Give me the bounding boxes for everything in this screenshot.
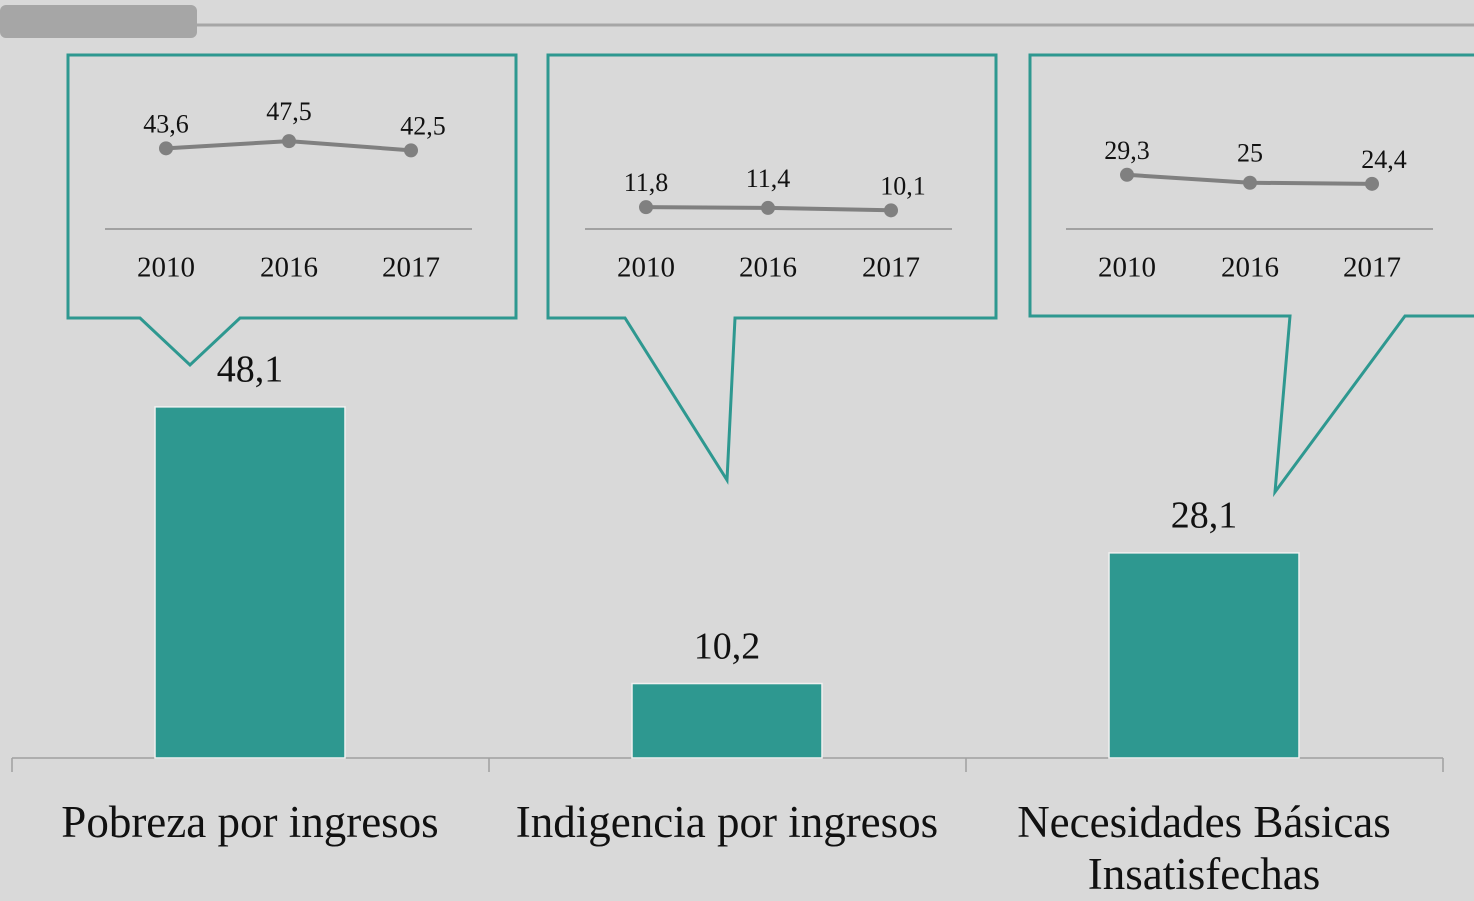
callout <box>66 53 518 368</box>
point <box>1243 175 1257 190</box>
point <box>404 143 418 158</box>
data-label: 24,4 <box>1361 145 1407 174</box>
category-label: Pobreza por ingresos <box>61 797 439 847</box>
x-tick-label: 2010 <box>617 252 675 284</box>
data-label: 11,4 <box>746 164 791 193</box>
point <box>1365 176 1379 191</box>
callout <box>1028 53 1474 498</box>
bar <box>631 682 823 759</box>
category-label: Indigencia por ingresos <box>515 797 939 847</box>
x-tick-label: 2016 <box>739 252 797 284</box>
point <box>1120 167 1134 182</box>
bar <box>1108 552 1300 759</box>
x-tick-label: 2016 <box>260 252 318 284</box>
data-label: 43,6 <box>143 109 189 138</box>
data-label: 47,5 <box>266 97 312 126</box>
data-label: 11,8 <box>624 168 669 197</box>
point <box>159 141 173 156</box>
x-tick-label: 2010 <box>137 252 195 284</box>
point <box>884 203 898 218</box>
callout <box>546 53 998 485</box>
bar <box>154 406 346 759</box>
point <box>282 134 296 149</box>
point <box>761 200 775 215</box>
data-label: 42,5 <box>400 111 446 140</box>
header-tab <box>0 5 197 38</box>
data-label: 29,3 <box>1104 136 1150 165</box>
x-tick-label: 2017 <box>1343 252 1401 284</box>
x-tick-label: 2017 <box>862 252 920 284</box>
point <box>639 200 653 215</box>
x-tick-label: 2016 <box>1221 252 1279 284</box>
x-tick-label: 2010 <box>1098 252 1156 284</box>
data-label: 10,1 <box>880 171 926 200</box>
data-label: 25 <box>1237 139 1263 168</box>
data-label: 10,2 <box>694 625 761 667</box>
data-label: 28,1 <box>1171 495 1238 537</box>
x-tick-label: 2017 <box>382 252 440 284</box>
category-label: Necesidades Básicas Insatisfechas <box>1017 797 1391 899</box>
data-label: 48,1 <box>217 349 284 391</box>
